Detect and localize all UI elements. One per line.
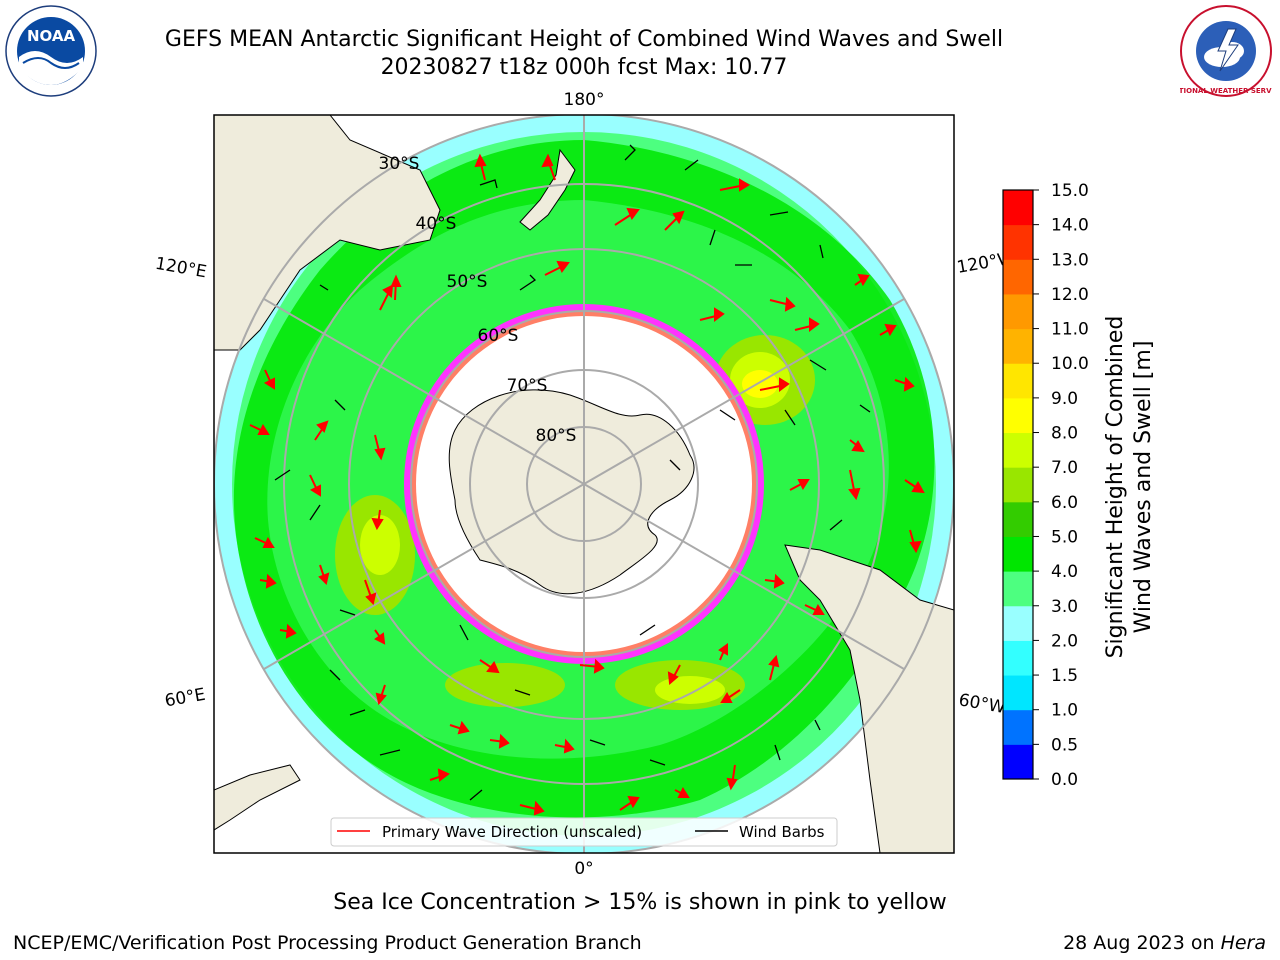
- map-title: GEFS MEAN Antarctic Significant Height o…: [164, 27, 1004, 52]
- colorbar-tick-label: 1.0: [1051, 701, 1078, 721]
- colorbar-tick-label: 5.0: [1051, 527, 1078, 547]
- map-legend: Primary Wave Direction (unscaled) Wind B…: [330, 817, 838, 847]
- sea-ice-note: Sea Ice Concentration > 15% is shown in …: [333, 890, 947, 915]
- new-zealand-landmass: [519, 148, 576, 231]
- colorbar-tick-label: 0.0: [1051, 770, 1078, 790]
- colorbar-segment: [1003, 605, 1033, 641]
- footer-host: Hera: [1220, 932, 1266, 954]
- colorbar-frame: [1002, 189, 1034, 780]
- footer-branch: NCEP/EMC/Verification Post Processing Pr…: [13, 932, 642, 954]
- lat-label-50s: 50°S: [447, 272, 488, 292]
- colorbar-segment: [1003, 501, 1033, 537]
- colorbar-tick-label: 13.0: [1051, 250, 1089, 270]
- colorbar-tick-label: 14.0: [1051, 216, 1089, 236]
- colorbar-segment: [1003, 259, 1033, 295]
- colorbar-label-line2: Wind Waves and Swell [m]: [1131, 341, 1156, 634]
- colorbar-segment: [1003, 640, 1033, 676]
- colorbar-tick-label: 15.0: [1051, 181, 1089, 201]
- colorbar-tick-label: 7.0: [1051, 458, 1078, 478]
- lon-label-left-lower: 60°E: [163, 685, 207, 712]
- wind-barbs: [274, 144, 871, 801]
- colorbar-tick-label: 3.0: [1051, 597, 1078, 617]
- graticule: [214, 115, 954, 853]
- colorbar-segment: [1003, 571, 1033, 607]
- legend-wave-label: Primary Wave Direction (unscaled): [382, 823, 642, 841]
- colorbar-tick-label: 4.0: [1051, 562, 1078, 582]
- lat-label-60s: 60°S: [478, 326, 519, 346]
- lon-label-bottom: 0°: [574, 859, 593, 879]
- south-america-landmass: [784, 544, 954, 853]
- colorbar-segment: [1003, 467, 1033, 503]
- lon-label-top: 180°: [564, 90, 605, 110]
- noaa-logo-text: NOAA: [27, 27, 76, 45]
- colorbar-segment: [1003, 709, 1033, 745]
- lon-label-left-upper: 120°E: [154, 254, 208, 283]
- colorbar-tick-label: 9.0: [1051, 389, 1078, 409]
- lat-label-80s: 80°S: [536, 426, 577, 446]
- colorbar-tick-label: 0.5: [1051, 735, 1078, 755]
- colorbar-label-line1: Significant Height of Combined: [1103, 316, 1128, 659]
- colorbar-tick-label: 6.0: [1051, 493, 1078, 513]
- colorbar-segment: [1003, 675, 1033, 711]
- map-frame: [213, 114, 955, 854]
- lat-label-40s: 40°S: [416, 214, 457, 234]
- colorbar-segment: [1003, 293, 1033, 330]
- colorbar-segment: [1003, 190, 1033, 226]
- lon-label-right-lower: 60°W: [957, 690, 1007, 718]
- africa-landmass: [214, 764, 301, 831]
- footer-date: 28 Aug 2023 on Hera: [1063, 932, 1266, 954]
- legend-wind-label: Wind Barbs: [739, 823, 825, 841]
- nws-logo-text: NATIONAL WEATHER SERVICE: [1180, 87, 1272, 95]
- footer-date-text: 28 Aug 2023 on: [1063, 932, 1215, 954]
- colorbar-segment: [1003, 536, 1033, 572]
- colorbar-tick-label: 2.0: [1051, 631, 1078, 651]
- map-subtitle: 20230827 t18z 000h fcst Max: 10.77: [380, 55, 788, 80]
- colorbar-segment: [1003, 432, 1033, 468]
- colorbar-segment: [1003, 363, 1033, 399]
- nws-logo-icon: NATIONAL WEATHER SERVICE: [1168, 5, 1280, 97]
- lat-label-70s: 70°S: [507, 376, 548, 396]
- colorbar-segment: [1003, 397, 1033, 434]
- lat-label-30s: 30°S: [379, 154, 420, 174]
- colorbar-tick-label: 11.0: [1051, 320, 1089, 340]
- wave-direction-arrows: [249, 153, 925, 816]
- noaa-logo-icon: NOAA: [5, 5, 97, 97]
- colorbar-segment: [1003, 224, 1033, 260]
- colorbar-tick-label: 1.5: [1051, 666, 1078, 686]
- colorbar-tick-label: 8.0: [1051, 424, 1078, 444]
- colorbar-tick-label: 10.0: [1051, 354, 1089, 374]
- colorbar: 0.0 0.5 1.0 1.5 2.0 3.0 4.0 5.0 6.0 7.0 8.0 9.0 10.0…: [1002, 181, 1089, 790]
- colorbar-segment: [1003, 744, 1033, 780]
- colorbar-segment: [1003, 328, 1033, 364]
- colorbar-tick-label: 12.0: [1051, 285, 1089, 305]
